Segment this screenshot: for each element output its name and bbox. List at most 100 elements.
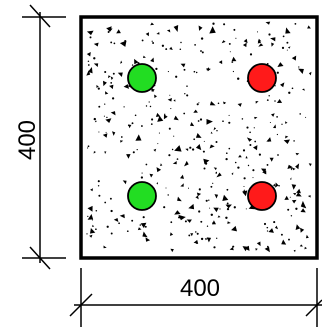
aggregate-speck — [183, 68, 186, 71]
aggregate-speck — [271, 42, 275, 47]
aggregate-speck — [223, 23, 226, 26]
aggregate-speck — [102, 133, 108, 138]
aggregate-speck — [87, 215, 89, 218]
aggregate-speck — [177, 196, 182, 202]
aggregate-speck — [155, 112, 161, 117]
aggregate-speck — [228, 147, 231, 150]
aggregate-speck — [266, 226, 269, 229]
aggregate-speck — [226, 207, 230, 211]
aggregate-speck — [95, 228, 97, 231]
aggregate-speck — [190, 122, 195, 127]
aggregate-speck — [281, 239, 287, 245]
aggregate-speck — [238, 154, 242, 158]
aggregate-speck — [198, 102, 200, 104]
aggregate-speck — [96, 84, 99, 88]
aggregate-speck — [151, 88, 155, 92]
aggregate-speck — [212, 22, 215, 25]
aggregate-speck — [86, 30, 94, 36]
aggregate-speck — [168, 154, 171, 157]
aggregate-speck — [249, 131, 251, 134]
aggregate-speck — [184, 160, 189, 167]
aggregate-speck — [104, 151, 107, 154]
aggregate-speck — [288, 238, 290, 241]
aggregate-speck — [86, 70, 91, 76]
aggregate-speck — [206, 237, 212, 243]
aggregate-speck — [195, 144, 202, 151]
aggregate-speck — [201, 51, 204, 54]
aggregate-speck — [93, 57, 96, 60]
aggregate-speck — [205, 199, 208, 202]
aggregate-speck — [183, 112, 186, 115]
aggregate-speck — [252, 177, 254, 179]
aggregate-speck — [225, 216, 228, 219]
aggregate-speck — [142, 216, 145, 219]
aggregate-speck — [218, 60, 223, 65]
aggregate-speck — [264, 246, 270, 253]
aggregate-speck — [155, 67, 158, 71]
concrete-section — [79, 15, 319, 260]
rebar-top-left — [127, 63, 157, 93]
aggregate-speck — [98, 131, 100, 133]
aggregate-speck — [165, 187, 167, 189]
aggregate-speck — [298, 68, 304, 74]
width-label: 400 — [180, 275, 220, 302]
aggregate-speck — [300, 227, 305, 233]
aggregate-speck — [305, 234, 309, 239]
aggregate-speck — [266, 99, 269, 101]
aggregate-speck — [308, 71, 312, 76]
aggregate-speck — [200, 237, 204, 241]
aggregate-speck — [103, 80, 107, 87]
aggregate-speck — [231, 56, 237, 62]
aggregate-speck — [134, 114, 137, 117]
aggregate-speck — [287, 208, 290, 211]
aggregate-speck — [107, 31, 110, 33]
aggregate-speck — [103, 115, 105, 117]
aggregate-speck — [295, 224, 301, 230]
aggregate-speck — [252, 169, 255, 172]
aggregate-speck — [231, 172, 234, 175]
aggregate-speck — [293, 249, 296, 253]
aggregate-speck — [213, 207, 219, 213]
aggregate-speck — [216, 129, 218, 132]
aggregate-speck — [193, 138, 196, 141]
aggregate-speck — [273, 183, 275, 187]
aggregate-speck — [299, 244, 303, 247]
aggregate-speck — [163, 114, 168, 120]
aggregate-speck — [120, 140, 124, 143]
width-tick-right — [305, 299, 322, 317]
aggregate-speck — [228, 121, 231, 124]
aggregate-speck — [97, 185, 100, 187]
aggregate-speck — [104, 70, 107, 74]
aggregate-speck — [267, 245, 269, 248]
aggregate-speck — [287, 164, 293, 169]
aggregate-speck — [228, 42, 231, 45]
aggregate-speck — [110, 41, 113, 44]
rebar-bottom-left — [127, 181, 157, 211]
aggregate-speck — [202, 150, 205, 153]
aggregate-speck — [198, 25, 203, 31]
aggregate-speck — [304, 246, 307, 250]
aggregate-speck — [152, 42, 155, 44]
aggregate-speck — [232, 70, 234, 73]
aggregate-speck — [167, 98, 172, 102]
aggregate-speck — [295, 207, 298, 210]
aggregate-speck — [145, 105, 148, 107]
aggregate-speck — [200, 220, 203, 223]
aggregate-speck — [285, 135, 289, 139]
aggregate-speck — [97, 87, 100, 90]
aggregate-speck — [221, 40, 226, 44]
aggregate-speck — [280, 233, 283, 236]
aggregate-speck — [231, 225, 237, 232]
aggregate-speck — [94, 120, 97, 123]
aggregate-speck — [116, 29, 121, 34]
aggregate-speck — [131, 219, 134, 222]
aggregate-speck — [203, 140, 205, 142]
aggregate-speck — [195, 195, 199, 200]
aggregate-speck — [87, 214, 94, 220]
aggregate-speck — [110, 209, 113, 213]
aggregate-speck — [247, 164, 250, 167]
aggregate-speck — [135, 134, 142, 141]
aggregate-speck — [196, 192, 202, 197]
aggregate-speck — [195, 71, 198, 74]
aggregate-speck — [213, 127, 217, 131]
